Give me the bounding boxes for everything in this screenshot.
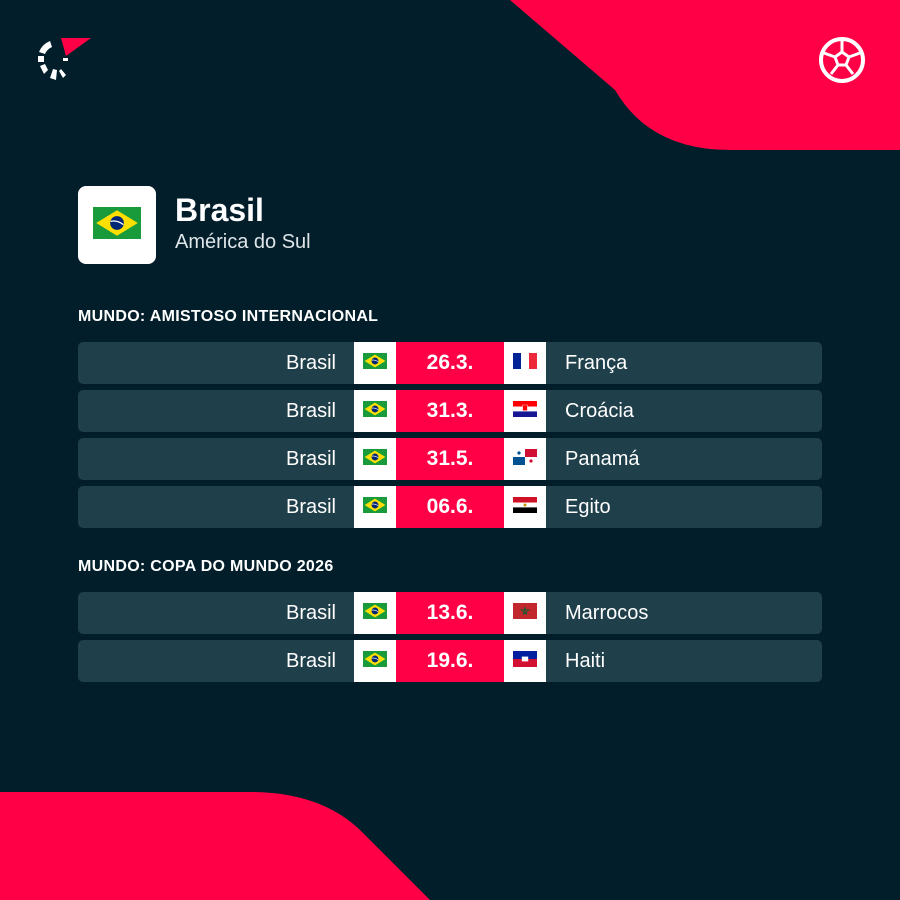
brazil-flag-icon [363,448,387,471]
away-team: Egito [565,496,611,518]
egypt-flag-icon [513,496,537,519]
home-flag-cell [354,592,396,634]
match-row[interactable]: Brasil 31.5. Panamá [78,438,822,480]
match-row[interactable]: Brasil 13.6. Marrocos [78,592,822,634]
away-team: Marrocos [565,602,649,624]
match-date: 31.5. [396,438,504,480]
away-flag-cell [504,592,546,634]
match-row[interactable]: Brasil 19.6. Haiti [78,640,822,682]
soccer-ball-icon [819,37,865,83]
brazil-flag-icon [363,496,387,519]
away-flag-cell [504,438,546,480]
match-row[interactable]: Brasil 31.3. Croácia [78,390,822,432]
away-team: França [565,352,628,374]
brazil-flag-icon [363,400,387,423]
home-flag-cell [354,640,396,682]
home-flag-cell [354,486,396,528]
croatia-flag-icon [513,400,537,423]
away-flag-cell [504,342,546,384]
away-flag-cell [504,486,546,528]
home-team: Brasil [285,400,336,422]
away-team: Panamá [565,448,640,470]
brazil-flag-icon [93,206,141,244]
home-flag-cell [354,390,396,432]
panama-flag-icon [513,448,537,471]
match-date: 19.6. [396,640,504,682]
home-team: Brasil [285,352,336,374]
flashscore-logo [38,38,91,80]
match-row[interactable]: Brasil 06.6. Egito [78,486,822,528]
home-flag-cell [354,438,396,480]
competition-header: MUNDO: COPA DO MUNDO 2026 [78,558,334,575]
match-date: 26.3. [396,342,504,384]
away-flag-cell [504,390,546,432]
away-flag-cell [504,640,546,682]
morocco-flag-icon [513,602,537,625]
away-team: Croácia [565,400,634,422]
brazil-flag-icon [363,650,387,673]
team-region: América do Sul [175,231,311,253]
france-flag-icon [513,352,537,375]
competition-header: MUNDO: AMISTOSO INTERNACIONAL [78,308,379,325]
match-date: 31.3. [396,390,504,432]
home-team: Brasil [285,650,336,672]
team-name: Brasil [175,192,264,228]
team-flag-card [78,186,156,264]
home-team: Brasil [285,496,336,518]
match-date: 06.6. [396,486,504,528]
brazil-flag-icon [363,602,387,625]
home-flag-cell [354,342,396,384]
home-team: Brasil [285,448,336,470]
match-date: 13.6. [396,592,504,634]
match-row[interactable]: Brasil 26.3. França [78,342,822,384]
brazil-flag-icon [363,352,387,375]
away-team: Haiti [565,650,606,672]
haiti-flag-icon [513,650,537,673]
home-team: Brasil [285,602,336,624]
